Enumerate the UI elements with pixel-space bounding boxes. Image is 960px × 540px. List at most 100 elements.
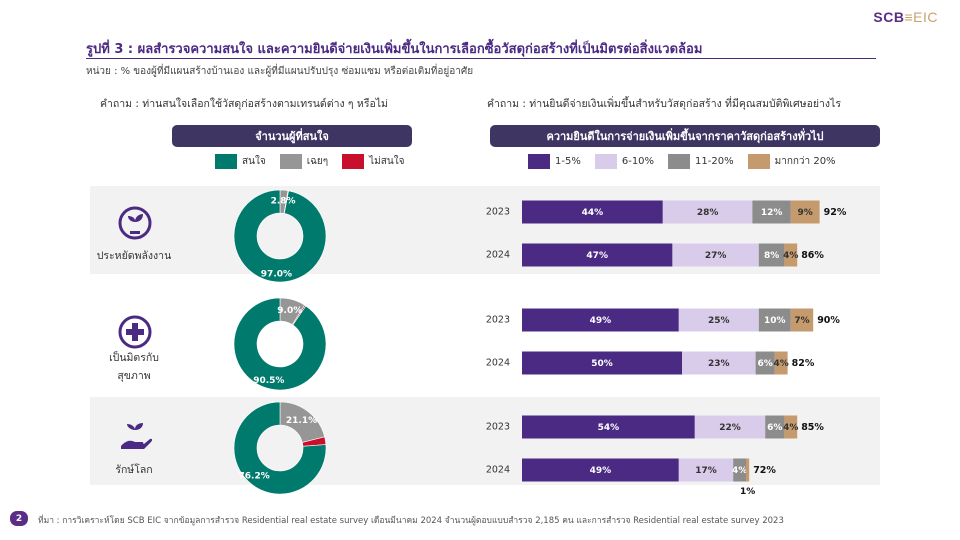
bar-segment (522, 351, 682, 375)
category-label-planet: รักษ์โลก (115, 464, 153, 476)
donut-legend-label: ไม่สนใจ (369, 156, 405, 167)
bar-value-label: 44% (582, 208, 604, 218)
donut-label: 2.8% (271, 197, 296, 207)
bar-value-label: 47% (586, 251, 608, 261)
bar-legend-item: 1-5% (528, 154, 581, 169)
bar-segment (678, 308, 759, 332)
bar-value-label: 6% (758, 359, 773, 369)
bar-legend-label: มากกว่า 20% (774, 156, 836, 167)
bar-value-label: 12% (761, 208, 783, 218)
bar-segment (774, 351, 788, 375)
bar-value-label: 4% (774, 359, 789, 369)
bar-legend-label: 11-20% (695, 156, 734, 167)
donut-legend-item: ไม่สนใจ (342, 154, 404, 169)
bar-total-label: 92% (824, 207, 847, 218)
unit-subtitle: หน่วย : % ของผู้ที่มีแผนสร้างบ้านเอง และ… (86, 66, 474, 77)
hand-sprout-icon (121, 423, 153, 449)
page-title: รูปที่ 3 : ผลสำรวจความสนใจ และความยินดีจ… (86, 42, 703, 57)
donut-slice (233, 189, 327, 283)
bar-segment (522, 200, 663, 224)
bar-total-label: 86% (801, 250, 824, 261)
bar-segment (522, 308, 679, 332)
bar-total-label: 85% (801, 422, 824, 433)
bar-year-label: 2024 (486, 358, 510, 369)
bar-segment (746, 458, 750, 482)
bar-value-label: 8% (764, 251, 779, 261)
bar-value-label: 4% (783, 423, 798, 433)
bar-value-label: 10% (764, 316, 786, 326)
donut-legend-item: เฉยๆ (279, 154, 329, 169)
donut-legend-swatch (342, 154, 365, 169)
bar-segment (694, 415, 766, 439)
bar-value-label: 7% (794, 316, 809, 326)
bar-legend-label: 1-5% (555, 156, 581, 167)
bar-value-label: 50% (591, 359, 613, 369)
donut-legend-swatch (279, 154, 302, 169)
donut-slice (233, 297, 327, 391)
bar-segment (522, 415, 695, 439)
bar-legend: 1-5% 6-10% 11-20% มากกว่า 20% (528, 154, 850, 169)
bar-value-label: 9% (798, 208, 813, 218)
plant-plug-icon (118, 206, 152, 240)
bar-year-label: 2023 (486, 315, 510, 326)
bar-legend-item: มากกว่า 20% (747, 154, 836, 169)
page-number: 2 (10, 511, 28, 526)
donut-legend-label: สนใจ (242, 156, 266, 167)
bar-total-label: 90% (817, 315, 840, 326)
bar-segment (522, 243, 673, 267)
bar-segment (755, 351, 775, 375)
bar-total-label: 72% (753, 465, 776, 476)
donut-label: 97.0% (261, 269, 292, 279)
donut-legend-swatch (215, 154, 237, 169)
bar-value-label: 4% (783, 251, 798, 261)
bar-segment (752, 200, 791, 224)
left-panel-header: จำนวนผู้ที่สนใจ (172, 125, 412, 147)
bar-legend-item: 6-10% (594, 154, 655, 169)
donut-label: 76.2% (239, 471, 270, 481)
bar-segment (784, 415, 798, 439)
bar-value-label: 49% (590, 316, 612, 326)
bar-segment (790, 200, 820, 224)
bar-value-label: 6% (767, 423, 782, 433)
bar-segment (784, 243, 798, 267)
bar-legend-swatch (747, 154, 770, 169)
source-note: ที่มา : การวิเคราะห์โดย SCB EIC จากข้อมู… (38, 516, 784, 526)
bar-year-label: 2024 (486, 465, 510, 476)
bar-value-label: 25% (708, 316, 730, 326)
donut-label: 9.0% (277, 306, 302, 316)
donut-slice (233, 401, 327, 495)
donut-label: 21.1% (286, 416, 317, 426)
left-question: คำถาม : ท่านสนใจเลือกใช้วัสดุก่อสร้างตาม… (100, 98, 388, 110)
bar-segment (672, 243, 759, 267)
bar-legend-swatch (668, 154, 691, 169)
donut-legend-label: เฉยๆ (306, 156, 329, 167)
bar-segment (662, 200, 753, 224)
bar-year-label: 2023 (486, 422, 510, 433)
bar-year-label: 2024 (486, 250, 510, 261)
bar-value-label: 4% (732, 466, 747, 476)
bar-segment (765, 415, 785, 439)
bar-value-label: 54% (598, 423, 620, 433)
bar-value-label: 1% (740, 487, 755, 497)
bar-value-label: 23% (708, 359, 730, 369)
right-panel-header: ความยินดีในการจ่ายเงินเพิ่มขึ้นจากราคาวั… (490, 125, 880, 147)
category-label-energy: ประหยัดพลังงาน (96, 250, 172, 262)
bar-legend-swatch (594, 154, 617, 169)
category-label-health: เป็นมิตรกับ สุขภาพ (109, 352, 159, 382)
bar-total-label: 82% (792, 358, 815, 369)
bar-value-label: 49% (590, 466, 612, 476)
donut-legend: สนใจ เฉยๆ ไม่สนใจ (215, 154, 418, 169)
right-question: คำถาม : ท่านยินดีจ่ายเงินเพิ่มขึ้นสำหรับ… (487, 98, 841, 110)
title-divider (86, 58, 876, 59)
health-cross-icon (118, 315, 152, 349)
bar-year-label: 2023 (486, 207, 510, 218)
bar-segment (790, 308, 814, 332)
bar-segment (758, 243, 785, 267)
bar-value-label: 27% (705, 251, 727, 261)
bar-segment (758, 308, 791, 332)
bar-legend-label: 6-10% (621, 156, 655, 167)
donut-legend-item: สนใจ (215, 154, 266, 169)
bar-segment (522, 458, 679, 482)
scb-eic-logo: SCB≡EIC (873, 9, 938, 25)
